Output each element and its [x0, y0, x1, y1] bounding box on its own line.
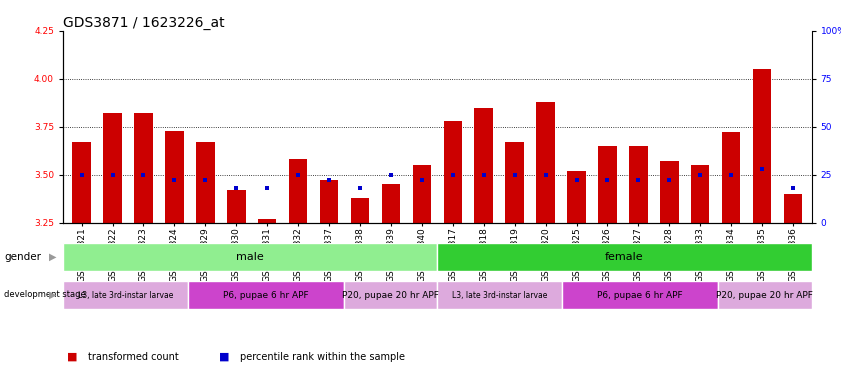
- Bar: [537, 102, 555, 223]
- Bar: [135, 113, 153, 223]
- Bar: [320, 180, 338, 223]
- Bar: [474, 108, 493, 223]
- Bar: [722, 132, 740, 223]
- Bar: [103, 113, 122, 223]
- Bar: [437, 281, 562, 309]
- Text: transformed count: transformed count: [88, 352, 179, 362]
- Text: ■: ■: [219, 352, 229, 362]
- Text: ▶: ▶: [50, 252, 56, 262]
- Bar: [718, 281, 812, 309]
- Text: percentile rank within the sample: percentile rank within the sample: [240, 352, 405, 362]
- Bar: [753, 69, 771, 223]
- Bar: [63, 243, 437, 271]
- Bar: [629, 146, 648, 223]
- Bar: [691, 165, 710, 223]
- Text: L3, late 3rd-instar larvae: L3, late 3rd-instar larvae: [77, 291, 173, 300]
- Bar: [382, 184, 400, 223]
- Bar: [258, 219, 277, 223]
- Bar: [505, 142, 524, 223]
- Bar: [351, 198, 369, 223]
- Bar: [63, 281, 188, 309]
- Bar: [598, 146, 616, 223]
- Bar: [196, 142, 214, 223]
- Bar: [784, 194, 802, 223]
- Bar: [227, 190, 246, 223]
- Text: gender: gender: [4, 252, 41, 262]
- Text: development stage: development stage: [4, 290, 86, 300]
- Text: P6, pupae 6 hr APF: P6, pupae 6 hr APF: [597, 291, 683, 300]
- Bar: [188, 281, 344, 309]
- Bar: [344, 281, 437, 309]
- Text: GDS3871 / 1623226_at: GDS3871 / 1623226_at: [63, 16, 225, 30]
- Bar: [72, 142, 91, 223]
- Bar: [562, 281, 718, 309]
- Text: P20, pupae 20 hr APF: P20, pupae 20 hr APF: [342, 291, 439, 300]
- Text: ▶: ▶: [50, 290, 56, 300]
- Bar: [567, 171, 586, 223]
- Bar: [165, 131, 183, 223]
- Bar: [443, 121, 462, 223]
- Bar: [660, 161, 679, 223]
- Bar: [288, 159, 308, 223]
- Bar: [413, 165, 431, 223]
- Text: ■: ■: [67, 352, 77, 362]
- Text: male: male: [236, 252, 264, 262]
- Bar: [437, 243, 812, 271]
- Text: female: female: [606, 252, 643, 262]
- Text: L3, late 3rd-instar larvae: L3, late 3rd-instar larvae: [452, 291, 547, 300]
- Text: P6, pupae 6 hr APF: P6, pupae 6 hr APF: [223, 291, 309, 300]
- Text: P20, pupae 20 hr APF: P20, pupae 20 hr APF: [717, 291, 813, 300]
